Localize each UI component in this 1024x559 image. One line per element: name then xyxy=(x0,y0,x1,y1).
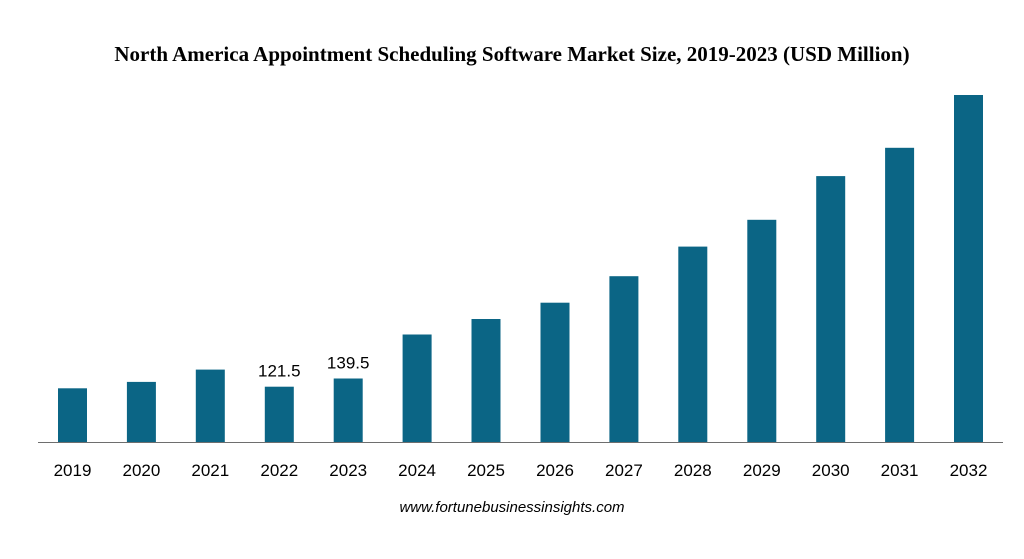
x-tick-label-2032: 2032 xyxy=(950,461,988,480)
data-label-2022: 121.5 xyxy=(258,362,301,381)
bar-2032 xyxy=(954,95,983,442)
x-tick-label-2030: 2030 xyxy=(812,461,850,480)
x-tick-label-2020: 2020 xyxy=(122,461,160,480)
source-url: www.fortunebusinessinsights.com xyxy=(399,499,625,516)
x-tick-label-2022: 2022 xyxy=(260,461,298,480)
bar-2021 xyxy=(195,369,225,442)
x-tick-label-2025: 2025 xyxy=(467,461,505,480)
chart-title: North America Appointment Scheduling Sof… xyxy=(114,42,910,66)
bar-2026 xyxy=(540,302,570,442)
bar-2028 xyxy=(678,246,708,442)
x-tick-label-2031: 2031 xyxy=(881,461,919,480)
x-tick-label-2027: 2027 xyxy=(605,461,643,480)
bar-2024 xyxy=(402,334,432,442)
x-tick-label-2019: 2019 xyxy=(54,461,92,480)
x-tick-label-2029: 2029 xyxy=(743,461,781,480)
x-tick-label-2026: 2026 xyxy=(536,461,574,480)
x-tick-label-2021: 2021 xyxy=(191,461,229,480)
bar-2022 xyxy=(264,386,294,442)
bar-2025 xyxy=(471,319,501,442)
bar-2030 xyxy=(816,176,846,442)
bar-2019 xyxy=(58,388,87,442)
bar-2031 xyxy=(885,147,915,443)
bar-2020 xyxy=(126,381,156,442)
data-label-2023: 139.5 xyxy=(327,354,370,373)
bar-2023 xyxy=(333,378,363,442)
x-tick-label-2024: 2024 xyxy=(398,461,436,480)
bar-2027 xyxy=(609,276,639,442)
x-tick-label-2028: 2028 xyxy=(674,461,712,480)
x-tick-label-2023: 2023 xyxy=(329,461,367,480)
bar-2029 xyxy=(747,219,777,442)
